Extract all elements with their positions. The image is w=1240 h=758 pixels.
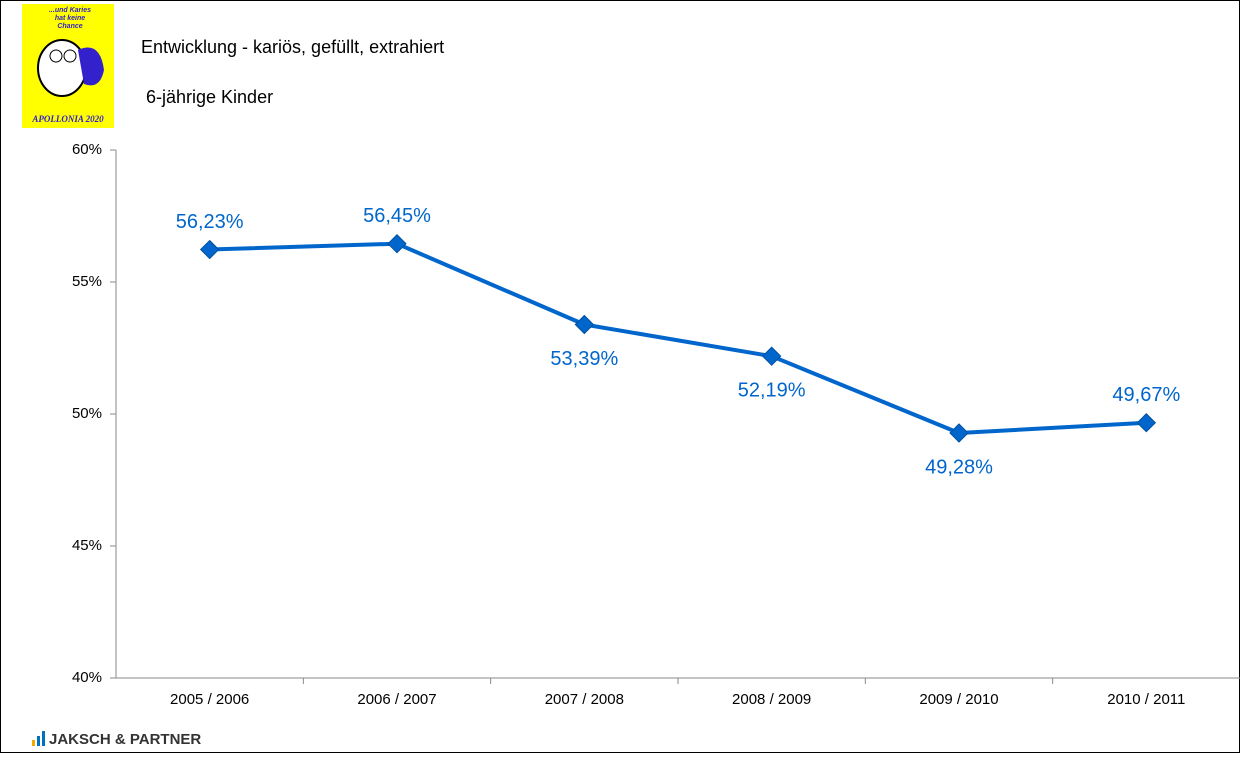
data-label: 49,67% [1112, 384, 1180, 406]
x-tick-label: 2005 / 2006 [170, 691, 249, 708]
x-tick-label: 2007 / 2008 [545, 691, 624, 708]
data-label: 52,19% [738, 379, 806, 401]
logo-slogan: Chance [57, 23, 82, 30]
footer-brand: JAKSCH & PARTNER [49, 731, 201, 748]
x-tick-label: 2006 / 2007 [357, 691, 436, 708]
data-marker [761, 346, 782, 366]
data-marker [949, 423, 969, 443]
data-marker [574, 314, 595, 335]
data-label: 56,45% [363, 205, 431, 227]
logo-bar [37, 736, 40, 746]
data-label: 49,28% [925, 456, 993, 478]
data-marker [1136, 413, 1157, 433]
logo-figure [78, 47, 104, 86]
data-marker [199, 239, 220, 260]
data-label: 53,39% [550, 348, 618, 370]
logo-bar [32, 740, 35, 746]
y-tick-label: 50% [72, 405, 102, 422]
x-tick-label: 2008 / 2009 [732, 691, 811, 708]
y-tick-label: 45% [72, 537, 102, 554]
logo-eye [49, 49, 63, 63]
data-marker [387, 234, 407, 254]
logo-eye [63, 49, 77, 63]
y-tick-label: 40% [72, 669, 102, 686]
data-label: 56,23% [176, 211, 244, 233]
y-tick-label: 60% [72, 141, 102, 158]
chart-title: Entwicklung - kariös, gefüllt, extrahier… [141, 37, 444, 57]
logo-tooth [37, 39, 87, 97]
logo-slogan: hat keine [55, 15, 85, 22]
logo: ...und Karies hat keine Chance APOLLONIA… [22, 4, 114, 128]
data-line [209, 241, 1147, 436]
logo-name: APOLLONIA 2020 [31, 114, 104, 124]
y-tick-label: 55% [72, 273, 102, 290]
logo-slogan: ...und Karies [49, 7, 91, 14]
logo-bar [42, 731, 45, 746]
x-tick-label: 2009 / 2010 [919, 691, 998, 708]
chart-subtitle: 6-jährige Kinder [146, 87, 273, 107]
x-tick-label: 2010 / 2011 [1107, 691, 1185, 708]
footer-logo: JAKSCH & PARTNER [32, 731, 201, 748]
